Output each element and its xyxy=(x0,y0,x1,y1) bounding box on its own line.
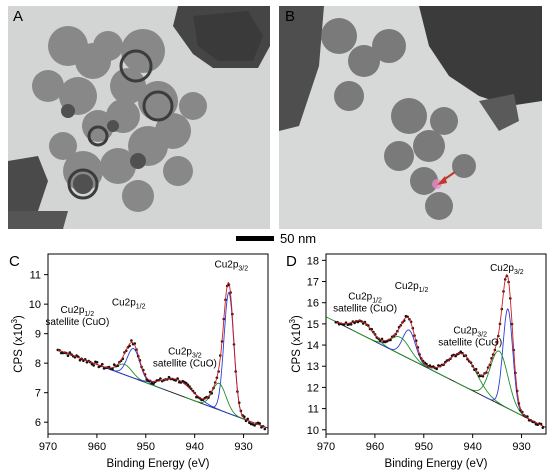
y-tick-label: 10 xyxy=(307,425,319,437)
component-peak-5 xyxy=(184,382,254,424)
data-point xyxy=(184,381,188,385)
y-tick-label: 12 xyxy=(307,382,319,394)
y-tick-label: 10 xyxy=(29,299,41,311)
data-point xyxy=(66,354,70,357)
x-tick-label: 960 xyxy=(88,441,106,453)
y-tick-label: 11 xyxy=(308,404,319,416)
scale-bar xyxy=(236,236,274,241)
data-point xyxy=(95,361,99,364)
tem-particles-b xyxy=(279,6,542,229)
peak-annotation-4: Cu2p3/2 xyxy=(215,259,249,272)
peak-annotation-line2-3: satellite (CuO) xyxy=(438,337,502,348)
x-tick-label: 960 xyxy=(366,441,384,453)
y-tick-label: 11 xyxy=(30,270,41,282)
y-tick-label: 15 xyxy=(307,319,319,331)
panel-label-d: D xyxy=(286,253,297,270)
data-point xyxy=(167,375,171,379)
x-tick-label: 930 xyxy=(512,441,530,453)
y-tick-label: 8 xyxy=(35,358,41,370)
data-point xyxy=(353,321,356,325)
data-point xyxy=(101,362,104,366)
data-point xyxy=(152,382,155,385)
data-point xyxy=(92,364,95,367)
plot-frame xyxy=(47,253,269,435)
y-axis-label: CPS (x103) xyxy=(10,315,25,373)
peak-annotation-line2-3: satellite (CuO) xyxy=(153,358,217,369)
fit-envelope xyxy=(335,273,544,427)
component-peak-3 xyxy=(351,329,450,380)
y-tick-label: 9 xyxy=(35,329,41,341)
xps-chart-d: 970 960 950 940 930 10 11 12 13 14 15 16 17 18 Binding… xyxy=(288,253,547,470)
data-point xyxy=(263,427,267,431)
data-point xyxy=(349,323,353,326)
x-axis-label: Binding Energy (eV) xyxy=(107,458,210,470)
x-tick-label: 950 xyxy=(137,441,155,453)
data-point xyxy=(246,417,249,421)
data-point xyxy=(186,383,190,386)
scale-bar-label: 50 nm xyxy=(280,231,317,246)
x-tick-label: 940 xyxy=(185,441,203,453)
peak-annotation-3: Cu2p3/2 xyxy=(168,346,202,359)
peak-annotation-1: Cu2p1/2 xyxy=(348,292,382,305)
tem-image-a xyxy=(8,6,270,229)
peak-annotation-3: Cu2p3/2 xyxy=(453,325,487,338)
y-tick-label: 6 xyxy=(35,417,41,429)
x-tick-label: 940 xyxy=(463,441,481,453)
data-point xyxy=(111,367,114,371)
x-tick-label: 930 xyxy=(234,441,252,453)
panel-label-b: B xyxy=(285,8,296,25)
y-tick-label: 14 xyxy=(307,340,319,352)
peak-annotation-1: Cu2p1/2 xyxy=(61,305,95,318)
data-point xyxy=(541,426,545,429)
peak-annotation-2: Cu2p1/2 xyxy=(395,281,429,294)
y-tick-label: 7 xyxy=(35,388,41,400)
data-point xyxy=(253,424,256,427)
tem-particles-a xyxy=(8,6,270,229)
data-point xyxy=(435,367,438,371)
data-point xyxy=(428,364,432,367)
tem-image-b xyxy=(279,6,542,229)
peak-annotation-2: Cu2p1/2 xyxy=(112,298,146,311)
xps-chart-c: 970 960 950 940 930 6 7 8 9 10 11 Binding Energy (e… xyxy=(10,253,269,470)
y-tick-label: 17 xyxy=(307,277,319,289)
y-tick-label: 18 xyxy=(307,255,319,267)
x-tick-label: 970 xyxy=(317,441,335,453)
panel-label-c: C xyxy=(9,253,20,270)
peak-annotation-4: Cu2p3/2 xyxy=(490,263,524,276)
data-point xyxy=(258,422,262,425)
y-axis-label: CPS (x103) xyxy=(288,315,303,373)
data-point xyxy=(112,363,116,366)
panel-label-a: A xyxy=(13,8,24,25)
plot-frame xyxy=(325,253,547,435)
fit-envelope xyxy=(57,281,266,428)
data-point xyxy=(159,377,162,380)
x-axis-label: Binding Energy (eV) xyxy=(385,458,488,470)
data-point xyxy=(130,339,133,342)
x-tick-label: 950 xyxy=(415,441,433,453)
y-tick-label: 16 xyxy=(307,298,319,310)
peak-annotation-line2-1: satellite (CuO) xyxy=(45,317,109,328)
peak-annotation-line2-1: satellite (CuO) xyxy=(333,304,397,315)
x-tick-label: 970 xyxy=(39,441,57,453)
y-tick-label: 13 xyxy=(307,361,319,373)
data-point xyxy=(459,350,462,353)
arrow-indicator xyxy=(432,171,456,189)
data-point xyxy=(68,351,72,354)
